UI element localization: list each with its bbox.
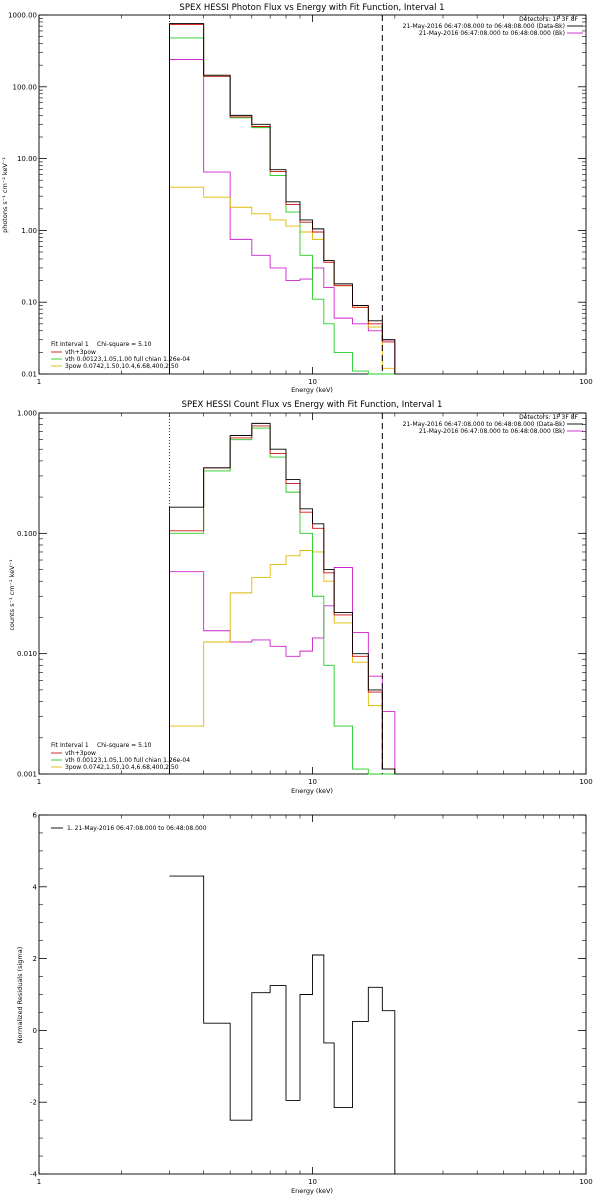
residuals-legend: 1. 21-May-2016 06:47:08.000 to 06:48:08.… (51, 825, 207, 832)
count-flux-x-tick-label: 10 (308, 778, 317, 786)
fit-interval-label: Fit Interval 1 (51, 341, 89, 348)
count-flux-legend: Fit Interval 1 Chi-square = 5.10 vth+3po… (51, 742, 190, 771)
count-flux-header: Detectors: 1F 3F 8F 21-May-2016 06:47:08… (403, 414, 583, 435)
photon-flux-x-axis-label: Energy (keV) (291, 386, 333, 394)
count-flux-series-0-step-line (169, 422, 396, 774)
count-flux-x-tick-label: 100 (579, 778, 592, 786)
count-fit-interval-label: Fit Interval 1 (51, 742, 89, 749)
bk-interval-label: 21-May-2016 06:47:08.000 to 06:48:08.000… (419, 30, 565, 37)
residuals-y-tick-label: 0 (33, 1027, 37, 1035)
residuals-x-tick-label: 10 (308, 1178, 317, 1186)
count-flux-y-tick-label: 0.100 (17, 530, 37, 538)
photon-flux-title: SPEX HESSI Photon Flux vs Energy with Fi… (179, 3, 444, 13)
residuals-x-tick-label: 1 (37, 1178, 41, 1186)
count-flux-y-tick-label: 1.000 (17, 410, 37, 418)
residuals-x-axis-label: Energy (keV) (291, 1187, 333, 1195)
legend-label-vth-3pow: vth+3pow (65, 349, 96, 356)
photon-flux-series-3-step-line (169, 186, 396, 374)
photon-flux-y-tick-label: 0.01 (21, 371, 37, 379)
photon-flux-panel: SPEX HESSI Photon Flux vs Energy with Fi… (1, 3, 593, 394)
count-bk-interval-label: 21-May-2016 06:47:08.000 to 06:48:08.000… (419, 428, 565, 435)
residuals-panel: Energy (keV) Normalized Residuals (sigma… (16, 812, 593, 1196)
photon-flux-y-tick-label: 0.10 (21, 299, 37, 307)
photon-flux-series-4-step-line (169, 59, 396, 374)
photon-flux-series (169, 23, 396, 375)
photon-flux-x-tick-label: 1 (37, 378, 41, 386)
photon-flux-x-tick-label: 100 (579, 378, 592, 386)
photon-flux-y-tick-label: 100.00 (13, 83, 38, 91)
residuals-ticks: 1 10 100 -4 -2 0 2 4 6 (30, 812, 593, 1187)
count-flux-y-axis-label: counts s⁻¹ cm⁻² keV⁻¹ (8, 559, 16, 631)
count-data-interval-label: 21-May-2016 06:47:08.000 to 06:48:08.000… (403, 421, 565, 428)
detectors-label: Detectors: 1F 3F 8F (519, 16, 578, 23)
residuals-y-tick-label: 4 (33, 883, 38, 891)
count-flux-ticks: 1 10 100 0.001 0.010 0.100 1.000 (17, 410, 593, 787)
residuals-y-tick-label: -4 (30, 1171, 38, 1179)
residuals-y-tick-label: -2 (30, 1099, 37, 1107)
residuals-legend-label: 1. 21-May-2016 06:47:08.000 to 06:48:08.… (67, 825, 207, 832)
count-detectors-label: Detectors: 1F 3F 8F (519, 414, 578, 421)
count-flux-x-tick-label: 1 (37, 778, 41, 786)
data-interval-label: 21-May-2016 06:47:08.000 to 06:48:08.000… (403, 23, 565, 30)
chi-square-label: Chi-square = 5.10 (97, 341, 152, 348)
residuals-y-axis-label: Normalized Residuals (sigma) (16, 947, 24, 1044)
residuals-y-tick-label: 2 (33, 955, 37, 963)
photon-flux-y-tick-label: 1000.00 (8, 12, 37, 20)
photon-flux-y-axis-label: photons s⁻¹ cm⁻² keV⁻¹ (1, 157, 9, 233)
count-flux-y-tick-label: 0.010 (17, 650, 37, 658)
photon-flux-ticks: 1 10 100 0.01 0.10 1.00 10.00 100.00 1000.00 (8, 12, 593, 387)
count-flux-y-tick-label: 0.001 (17, 771, 37, 779)
count-legend-label-vth-3pow: vth+3pow (65, 750, 96, 757)
photon-flux-x-tick-label: 10 (308, 378, 317, 386)
legend-label-3pow: 3pow 0.0742,1.50,10.4,6.68,400,2.50 (65, 363, 179, 370)
count-flux-panel: SPEX HESSI Count Flux vs Energy with Fit… (8, 400, 593, 795)
count-legend-label-3pow: 3pow 0.0742,1.50,10.4,6.68,400,2.50 (65, 764, 179, 771)
photon-flux-plot-frame (38, 14, 587, 375)
photon-flux-markers (169, 15, 383, 374)
count-chi-square-label: Chi-square = 5.10 (97, 742, 152, 749)
residuals-series-0-step-line (169, 875, 396, 1174)
count-flux-series (169, 422, 396, 775)
photon-flux-y-tick-label: 1.00 (21, 227, 37, 235)
count-flux-x-axis-label: Energy (keV) (291, 787, 333, 795)
photon-flux-header: Detectors: 1F 3F 8F 21-May-2016 06:47:08… (403, 16, 583, 37)
photon-flux-series-0-step-line (169, 23, 396, 374)
legend-label-vth: vth 0.00123,1.05,1.00 full chian 1.26e-0… (65, 356, 190, 363)
residuals-x-tick-label: 100 (579, 1178, 592, 1186)
count-legend-label-vth: vth 0.00123,1.05,1.00 full chian 1.26e-0… (65, 757, 190, 764)
photon-flux-y-tick-label: 10.00 (17, 155, 37, 163)
count-flux-markers (169, 413, 383, 774)
residuals-series (169, 875, 396, 1174)
count-flux-title: SPEX HESSI Count Flux vs Energy with Fit… (182, 400, 443, 410)
photon-flux-legend: Fit Interval 1 Chi-square = 5.10 vth+3po… (51, 341, 190, 370)
residuals-y-tick-label: 6 (33, 812, 38, 820)
